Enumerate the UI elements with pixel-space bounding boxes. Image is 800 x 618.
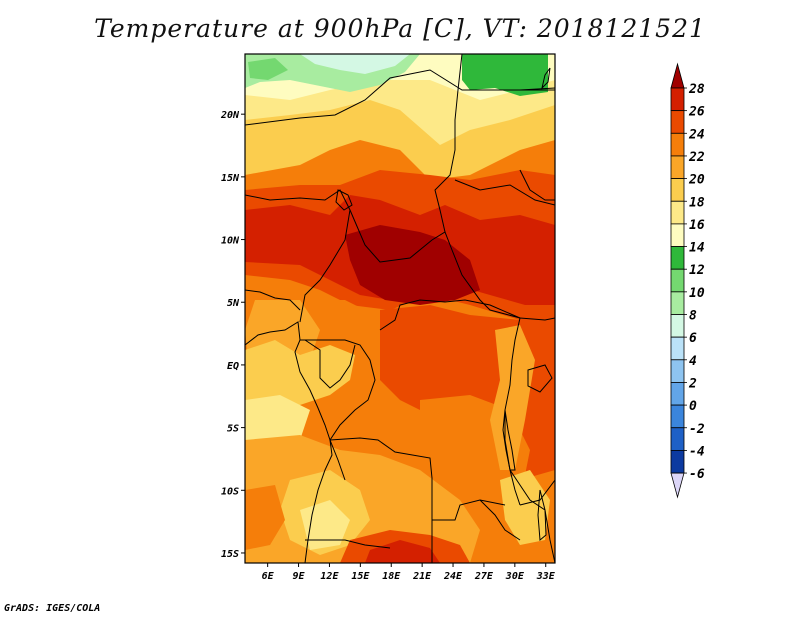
colorbar-segment xyxy=(670,291,685,315)
field-southwest-24 xyxy=(245,485,285,550)
lon-tick-label: 24E xyxy=(443,571,463,582)
lon-tick-label: 27E xyxy=(474,571,494,582)
lake-victoria xyxy=(527,364,553,393)
colorbar-label: 24 xyxy=(688,127,705,142)
field-north-14-16 xyxy=(462,54,548,96)
colorbar-segment xyxy=(670,359,685,383)
border-sudan-south-sudan xyxy=(454,179,555,206)
lon-tick-label: 12E xyxy=(320,571,339,582)
latitude-axis: 20N 15N 10N 5N EQ 5S 10S 15S xyxy=(220,110,245,560)
colorbar-segment xyxy=(670,314,685,338)
political-boundaries xyxy=(245,54,555,563)
field-rift-highlands-20-22 xyxy=(490,325,535,470)
colorbar-label: 16 xyxy=(689,218,705,233)
lat-tick-label: 20N xyxy=(220,110,240,121)
colorbar-label: 14 xyxy=(689,241,705,256)
border-ethiopia xyxy=(519,169,555,201)
lat-tick-label: 10S xyxy=(221,486,239,497)
colorbar-segment xyxy=(670,178,685,202)
lon-tick-label: 15E xyxy=(351,571,370,582)
border-angola-coast xyxy=(329,439,346,481)
lon-tick-label: 21E xyxy=(412,571,432,582)
coast-gulf-guinea xyxy=(245,289,301,311)
temperature-field xyxy=(245,54,555,563)
colorbar-label: 4 xyxy=(689,354,697,369)
colorbar-segment xyxy=(670,382,685,406)
colorbar-label: 12 xyxy=(689,263,705,278)
credit-label: GrADS: IGES/COLA xyxy=(4,603,101,614)
colorbar-label: 2 xyxy=(688,376,697,391)
lake-malawi xyxy=(537,489,547,542)
colorbar-segment xyxy=(670,132,685,157)
lat-tick-label: EQ xyxy=(227,361,239,372)
colorbar-bottom-arrow xyxy=(670,472,685,499)
lon-tick-label: 6E xyxy=(262,571,275,582)
border-chad-sudan xyxy=(434,54,463,233)
lon-tick-label: 18E xyxy=(382,571,401,582)
colorbar-segment xyxy=(670,336,685,361)
field-north-13 xyxy=(248,58,288,80)
colorbar-segment xyxy=(670,155,685,179)
colorbar-label: -2 xyxy=(689,422,705,437)
border-congo-drc xyxy=(300,339,376,441)
colorbar-label: 0 xyxy=(689,399,697,414)
colorbar-label: 8 xyxy=(689,309,697,324)
border-gabon-congo xyxy=(304,339,356,389)
colorbar-segment xyxy=(670,223,685,247)
map-frame xyxy=(244,53,556,564)
colorbar-segment xyxy=(670,110,685,134)
colorbar-label: 18 xyxy=(689,195,705,210)
lat-tick-label: 15N xyxy=(221,173,240,184)
field-south-east-18-20 xyxy=(500,470,550,545)
border-drc-angola xyxy=(329,437,506,521)
colorbar-segment xyxy=(670,87,685,112)
lake-tana-ethiopia xyxy=(541,67,551,90)
colorbar-segment xyxy=(670,427,685,451)
lat-tick-label: 15S xyxy=(221,549,239,560)
border-zambia-malawi xyxy=(479,499,521,541)
field-coast-south-18-20 xyxy=(245,395,310,445)
lake-tanganyika xyxy=(502,409,516,471)
lat-tick-label: 5S xyxy=(227,424,239,435)
colorbar-label: -6 xyxy=(689,467,705,482)
colorbar-segment xyxy=(670,404,685,429)
lon-tick-label: 9E xyxy=(293,571,306,582)
field-south-hot-28 xyxy=(365,540,440,563)
lon-tick-label: 30E xyxy=(505,571,525,582)
colorbar-segment xyxy=(670,449,685,474)
lat-tick-label: 10N xyxy=(221,236,240,247)
coastline-west xyxy=(245,321,333,563)
colorbar-label: 10 xyxy=(689,286,705,301)
field-core-28 xyxy=(345,225,480,305)
chart-title: Temperature at 900hPa [C], VT: 201812152… xyxy=(94,14,706,43)
colorbar-label: 26 xyxy=(688,105,705,120)
border-namibia xyxy=(305,539,391,549)
field-north-10-12 xyxy=(300,54,410,74)
colorbar-segment xyxy=(670,268,685,293)
colorbar-top-arrow xyxy=(670,62,685,89)
colorbar-segment xyxy=(670,200,685,225)
lake-chad xyxy=(335,189,353,211)
colorbar-label: 6 xyxy=(689,331,697,346)
border-uganda-kenya xyxy=(519,317,555,321)
border-car-drc xyxy=(379,299,521,331)
colorbar-label: 28 xyxy=(688,82,705,97)
colorbar-label: -4 xyxy=(689,444,705,459)
colorbar-label: 20 xyxy=(688,173,705,188)
lon-tick-label: 33E xyxy=(536,571,556,582)
colorbar-label: 22 xyxy=(688,150,705,165)
longitude-axis: 6E 9E 12E 15E 18E 21E 24E 27E 30E 33E xyxy=(262,563,556,582)
border-tanzania xyxy=(519,479,555,506)
lat-tick-label: 5N xyxy=(227,298,240,309)
colorbar-segment xyxy=(670,246,685,270)
